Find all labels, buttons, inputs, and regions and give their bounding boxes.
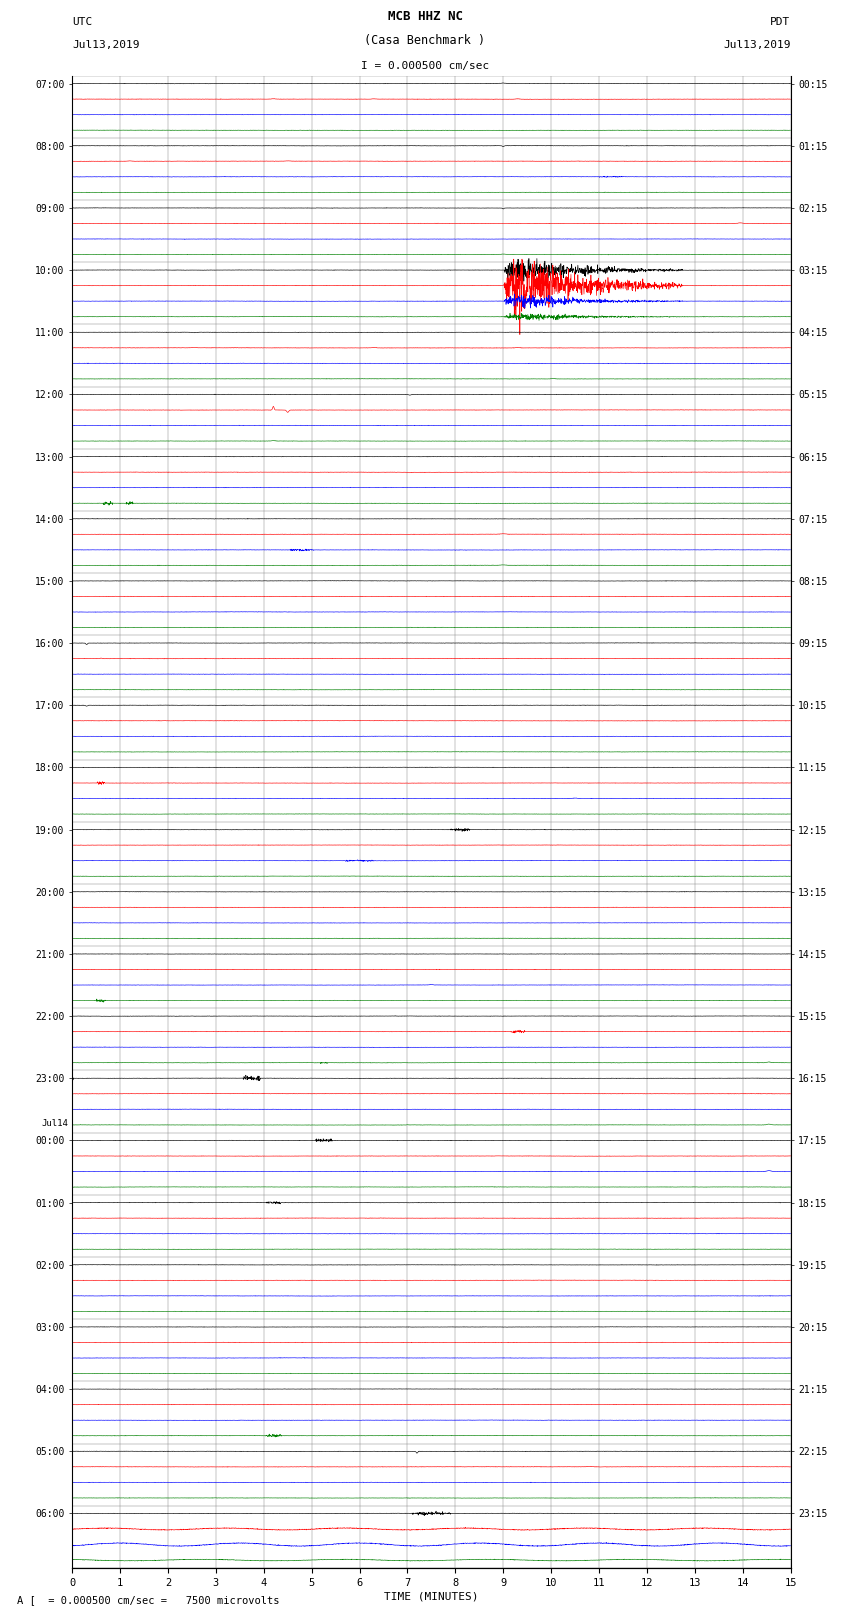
Text: PDT: PDT <box>770 18 790 27</box>
Text: (Casa Benchmark ): (Casa Benchmark ) <box>365 34 485 47</box>
Text: UTC: UTC <box>72 18 93 27</box>
Text: Jul14: Jul14 <box>42 1119 69 1127</box>
Text: A [  = 0.000500 cm/sec =   7500 microvolts: A [ = 0.000500 cm/sec = 7500 microvolts <box>17 1595 280 1605</box>
X-axis label: TIME (MINUTES): TIME (MINUTES) <box>384 1592 479 1602</box>
Text: Jul13,2019: Jul13,2019 <box>723 40 791 50</box>
Text: MCB HHZ NC: MCB HHZ NC <box>388 10 462 23</box>
Text: I = 0.000500 cm/sec: I = 0.000500 cm/sec <box>361 61 489 71</box>
Text: Jul13,2019: Jul13,2019 <box>72 40 139 50</box>
